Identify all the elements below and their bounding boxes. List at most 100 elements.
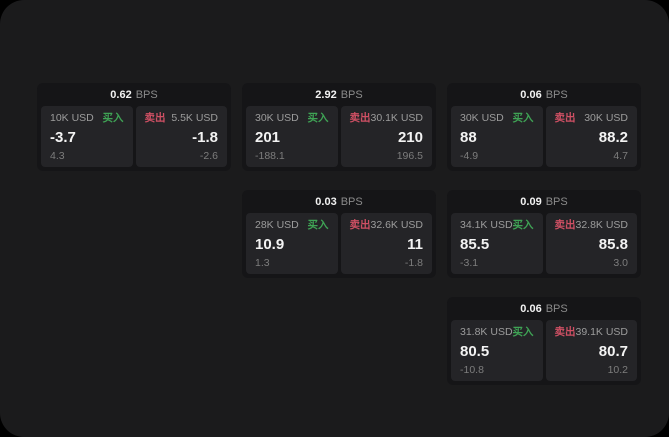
bps-unit-label: BPS bbox=[545, 195, 568, 208]
buy-quote-value: 88 bbox=[460, 128, 477, 146]
sell-quote-panel[interactable]: 卖出 30.1K USD 210 196.5 bbox=[340, 106, 432, 167]
buy-side-label: 买入 bbox=[102, 112, 124, 124]
buy-quote-value: 201 bbox=[255, 128, 281, 146]
quote-panels: 30K USD 买入 201 -188.1 卖出 30.1K USD 210 1… bbox=[242, 106, 436, 171]
sell-side-label: 卖出 bbox=[144, 112, 166, 124]
buy-panel-top-row: 10K USD 买入 bbox=[50, 113, 124, 124]
bps-header: 0.62 BPS bbox=[37, 83, 231, 106]
buy-quote-value: 10.9 bbox=[255, 235, 285, 253]
quote-panels: 10K USD 买入 -3.7 4.3 卖出 5.5K USD -1.8 -2.… bbox=[37, 106, 231, 171]
buy-quote-panel[interactable]: 34.1K USD 买入 85.5 -3.1 bbox=[451, 213, 543, 274]
buy-side-label: 买入 bbox=[307, 112, 329, 124]
bps-value: 0.62 bbox=[110, 88, 132, 101]
bps-header: 2.92 BPS bbox=[242, 83, 436, 106]
buy-sub-value: -4.9 bbox=[460, 149, 479, 162]
buy-quote-panel[interactable]: 30K USD 买入 201 -188.1 bbox=[246, 106, 338, 167]
buy-size-label: 30K USD bbox=[255, 112, 299, 124]
sell-side-label: 卖出 bbox=[349, 219, 371, 231]
bps-unit-label: BPS bbox=[135, 88, 158, 101]
buy-sub-value: 1.3 bbox=[255, 256, 270, 269]
quote-card-grid: 0.62 BPS 10K USD 买入 -3.7 4.3 卖出 5.5K USD… bbox=[37, 83, 641, 385]
buy-side-label: 买入 bbox=[512, 219, 534, 231]
sell-panel-top-row: 卖出 32.6K USD bbox=[350, 220, 424, 231]
buy-panel-top-row: 30K USD 买入 bbox=[255, 113, 329, 124]
buy-size-label: 34.1K USD bbox=[460, 219, 513, 231]
buy-sub-value: -10.8 bbox=[460, 363, 484, 376]
buy-sub-value: -3.1 bbox=[460, 256, 479, 269]
quote-panels: 31.8K USD 买入 80.5 -10.8 卖出 39.1K USD 80.… bbox=[447, 320, 641, 385]
sell-sub-value: 10.2 bbox=[607, 363, 628, 376]
sell-side-label: 卖出 bbox=[554, 112, 576, 124]
quote-panels: 34.1K USD 买入 85.5 -3.1 卖出 32.8K USD 85.8… bbox=[447, 213, 641, 278]
sell-panel-top-row: 卖出 39.1K USD bbox=[555, 327, 629, 338]
buy-size-label: 28K USD bbox=[255, 219, 299, 231]
sell-side-label: 卖出 bbox=[554, 326, 576, 338]
sell-sub-value: 196.5 bbox=[396, 149, 423, 162]
buy-side-label: 买入 bbox=[512, 326, 534, 338]
buy-panel-top-row: 34.1K USD 买入 bbox=[460, 220, 534, 231]
quote-panels: 30K USD 买入 88 -4.9 卖出 30K USD 88.2 4.7 bbox=[447, 106, 641, 171]
buy-sub-value: -188.1 bbox=[255, 149, 285, 162]
sell-sub-value: 3.0 bbox=[613, 256, 628, 269]
bps-header: 0.09 BPS bbox=[447, 190, 641, 213]
sell-panel-top-row: 卖出 32.8K USD bbox=[555, 220, 629, 231]
bps-value: 0.09 bbox=[520, 195, 542, 208]
sell-sub-value: 4.7 bbox=[613, 149, 628, 162]
sell-size-label: 30.1K USD bbox=[370, 112, 424, 124]
sell-quote-panel[interactable]: 卖出 5.5K USD -1.8 -2.6 bbox=[135, 106, 227, 167]
bps-header: 0.06 BPS bbox=[447, 83, 641, 106]
sell-size-label: 5.5K USD bbox=[171, 112, 218, 124]
bps-value: 0.03 bbox=[315, 195, 337, 208]
bps-unit-label: BPS bbox=[340, 88, 363, 101]
bps-header: 0.03 BPS bbox=[242, 190, 436, 213]
sell-quote-value: 85.8 bbox=[598, 235, 628, 253]
buy-quote-value: 85.5 bbox=[460, 235, 490, 253]
sell-sub-value: -2.6 bbox=[199, 149, 218, 162]
bps-value: 0.06 bbox=[520, 88, 542, 101]
quote-card: 0.06 BPS 30K USD 买入 88 -4.9 卖出 30K USD 8… bbox=[447, 83, 641, 171]
quote-card: 0.09 BPS 34.1K USD 买入 85.5 -3.1 卖出 32.8K… bbox=[447, 190, 641, 278]
buy-side-label: 买入 bbox=[307, 219, 329, 231]
sell-panel-top-row: 卖出 30.1K USD bbox=[350, 113, 424, 124]
sell-panel-top-row: 卖出 30K USD bbox=[555, 113, 629, 124]
quote-panels: 28K USD 买入 10.9 1.3 卖出 32.6K USD 11 -1.8 bbox=[242, 213, 436, 278]
quote-card: 2.92 BPS 30K USD 买入 201 -188.1 卖出 30.1K … bbox=[242, 83, 436, 171]
sell-panel-top-row: 卖出 5.5K USD bbox=[145, 113, 219, 124]
sell-size-label: 30K USD bbox=[584, 112, 628, 124]
buy-panel-top-row: 28K USD 买入 bbox=[255, 220, 329, 231]
bps-unit-label: BPS bbox=[340, 195, 363, 208]
sell-quote-value: 11 bbox=[407, 235, 423, 253]
sell-sub-value: -1.8 bbox=[404, 256, 423, 269]
buy-quote-panel[interactable]: 30K USD 买入 88 -4.9 bbox=[451, 106, 543, 167]
buy-size-label: 31.8K USD bbox=[460, 326, 513, 338]
sell-size-label: 39.1K USD bbox=[575, 326, 629, 338]
quote-card: 0.62 BPS 10K USD 买入 -3.7 4.3 卖出 5.5K USD… bbox=[37, 83, 231, 171]
buy-side-label: 买入 bbox=[512, 112, 534, 124]
buy-size-label: 10K USD bbox=[50, 112, 94, 124]
sell-quote-panel[interactable]: 卖出 30K USD 88.2 4.7 bbox=[545, 106, 637, 167]
quote-card: 0.06 BPS 31.8K USD 买入 80.5 -10.8 卖出 39.1… bbox=[447, 297, 641, 385]
bps-value: 2.92 bbox=[315, 88, 337, 101]
buy-quote-panel[interactable]: 31.8K USD 买入 80.5 -10.8 bbox=[451, 320, 543, 381]
sell-quote-panel[interactable]: 卖出 39.1K USD 80.7 10.2 bbox=[545, 320, 637, 381]
bps-header: 0.06 BPS bbox=[447, 297, 641, 320]
sell-quote-panel[interactable]: 卖出 32.8K USD 85.8 3.0 bbox=[545, 213, 637, 274]
buy-panel-top-row: 30K USD 买入 bbox=[460, 113, 534, 124]
buy-quote-value: 80.5 bbox=[460, 342, 490, 360]
buy-quote-panel[interactable]: 28K USD 买入 10.9 1.3 bbox=[246, 213, 338, 274]
sell-side-label: 卖出 bbox=[349, 112, 371, 124]
buy-quote-value: -3.7 bbox=[50, 128, 76, 146]
bps-unit-label: BPS bbox=[545, 302, 568, 315]
quote-card: 0.03 BPS 28K USD 买入 10.9 1.3 卖出 32.6K US… bbox=[242, 190, 436, 278]
bps-value: 0.06 bbox=[520, 302, 542, 315]
sell-quote-value: 210 bbox=[397, 128, 423, 146]
sell-quote-value: 88.2 bbox=[598, 128, 628, 146]
sell-size-label: 32.6K USD bbox=[370, 219, 424, 231]
sell-quote-panel[interactable]: 卖出 32.6K USD 11 -1.8 bbox=[340, 213, 432, 274]
buy-size-label: 30K USD bbox=[460, 112, 504, 124]
sell-side-label: 卖出 bbox=[554, 219, 576, 231]
buy-quote-panel[interactable]: 10K USD 买入 -3.7 4.3 bbox=[41, 106, 133, 167]
sell-quote-value: 80.7 bbox=[598, 342, 628, 360]
bps-unit-label: BPS bbox=[545, 88, 568, 101]
